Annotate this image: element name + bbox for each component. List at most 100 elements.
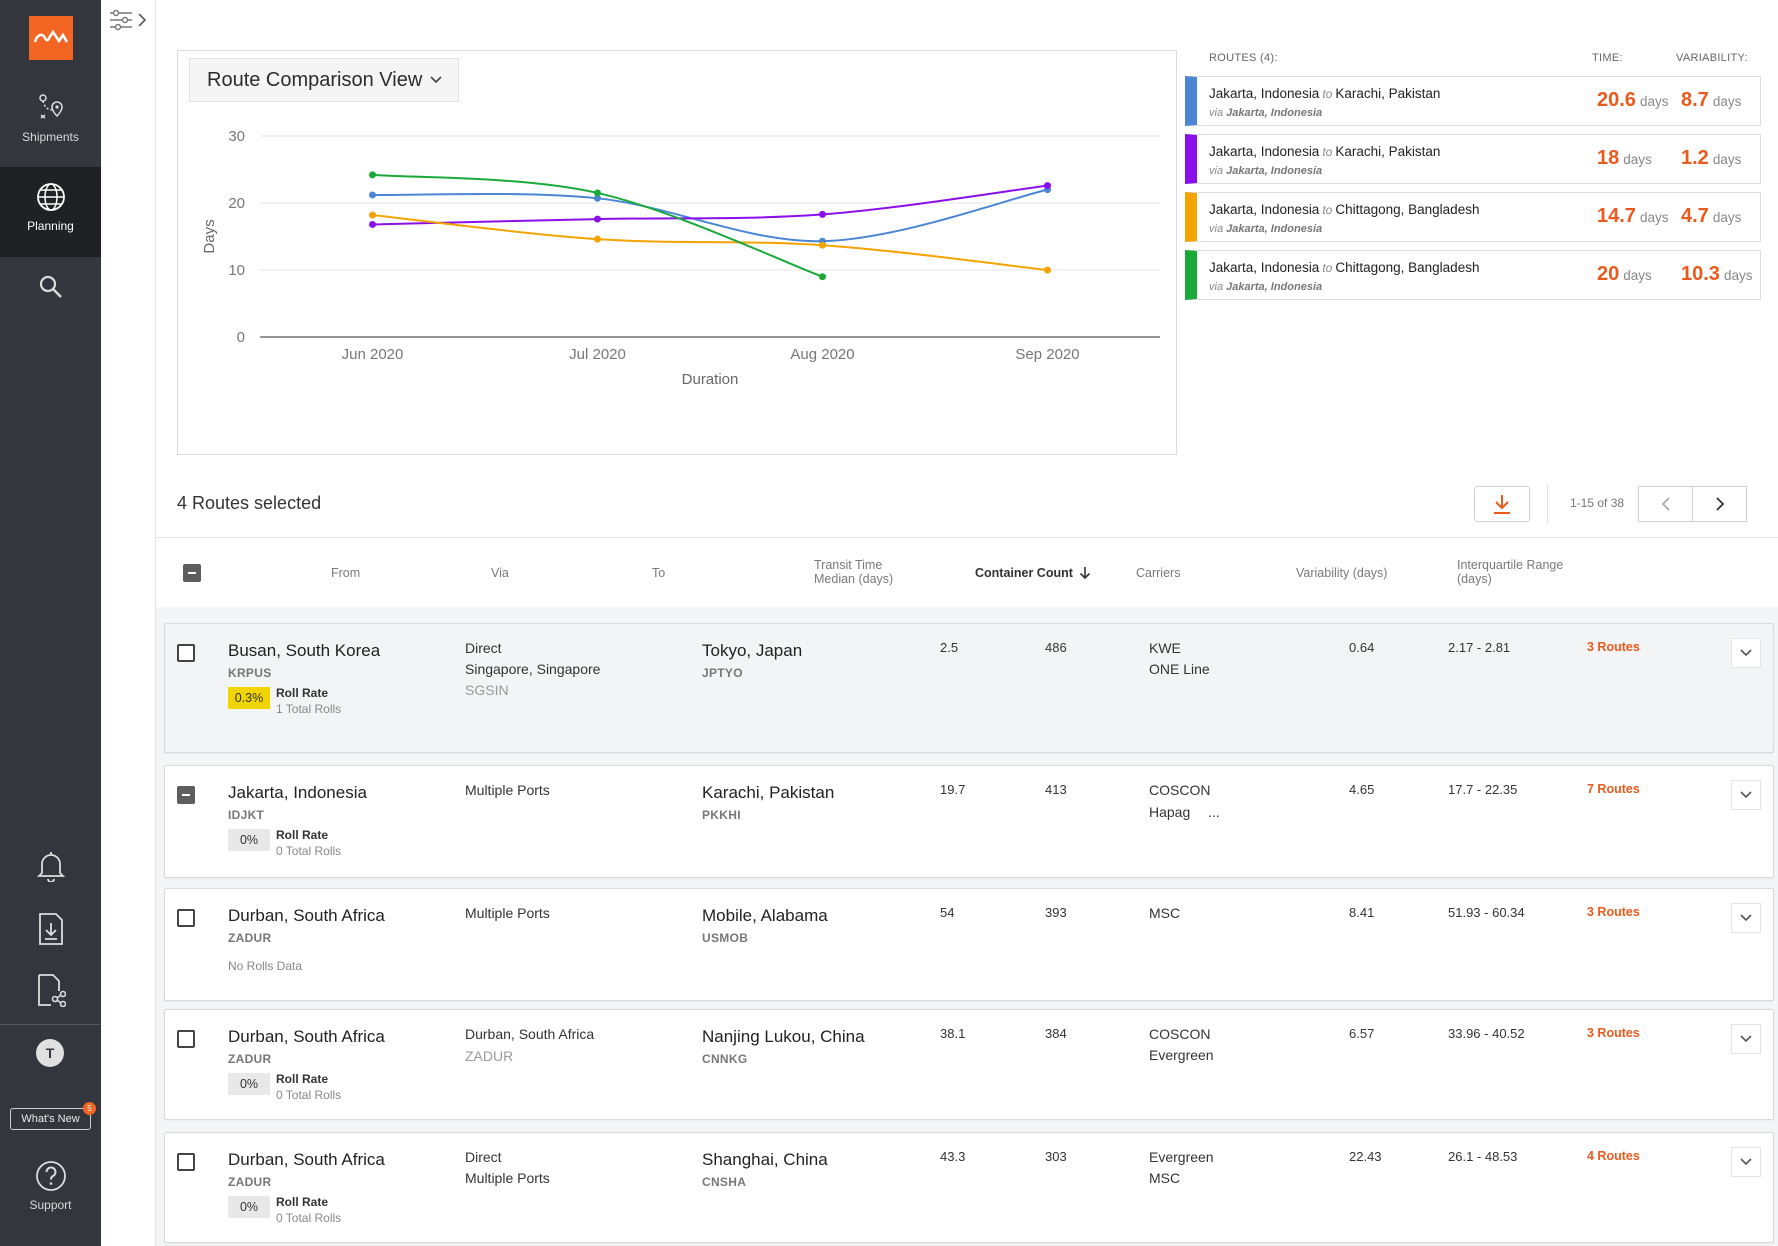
series-line (372, 214, 1048, 271)
routes-link[interactable]: 3 Routes (1587, 905, 1640, 919)
route-endpoints: Jakarta, Indonesia to Karachi, Pakistan (1209, 144, 1440, 159)
route-variability-value: 4.7 (1681, 205, 1709, 227)
route-variability: 1.2 days (1681, 147, 1741, 170)
transit-median: 38.1 (940, 1026, 966, 1041)
table-row[interactable]: Jakarta, Indonesia IDJKT 0% Roll Rate 0 … (164, 765, 1774, 878)
from-code: ZADUR (228, 1175, 272, 1189)
routes-link[interactable]: 4 Routes (1587, 1149, 1640, 1163)
row-expand-button[interactable] (1731, 638, 1761, 668)
data-point (594, 235, 601, 243)
data-point (1044, 266, 1051, 274)
col-iqr[interactable]: Interquartile Range (days) (1457, 558, 1563, 586)
nav-shipments[interactable]: Shipments (0, 92, 101, 152)
col-transit-line2: Median (days) (814, 572, 894, 586)
col-container-count[interactable]: Container Count (975, 566, 1091, 580)
carrier-2: Evergreen (1149, 1047, 1214, 1063)
nav-shared[interactable] (0, 973, 101, 1007)
table-row[interactable]: Durban, South Africa ZADUR 0% Roll Rate … (164, 1009, 1774, 1120)
to-code: USMOB (702, 931, 749, 945)
route-time: 18 days (1597, 147, 1652, 170)
to-code: CNSHA (702, 1175, 747, 1189)
route-card[interactable]: Jakarta, Indonesia to Karachi, Pakistan via… (1185, 134, 1761, 184)
x-tick-label: Jun 2020 (342, 346, 404, 363)
row-checkbox[interactable] (177, 644, 195, 662)
route-from: Jakarta, Indonesia (1209, 86, 1320, 101)
via-line1: Multiple Ports (465, 905, 550, 921)
sliders-icon (110, 9, 132, 31)
route-endpoints: Jakarta, Indonesia to Chittagong, Banglade… (1209, 202, 1479, 217)
route-from: Jakarta, Indonesia (1209, 144, 1320, 159)
x-axis-label: Duration (682, 371, 739, 388)
whats-new-label: What's New (21, 1113, 80, 1125)
route-variability: 10.3 days (1681, 263, 1752, 286)
nav-support[interactable]: Support (0, 1160, 101, 1212)
x-tick-label: Jul 2020 (569, 346, 626, 363)
route-via: via Jakarta, Indonesia (1209, 281, 1322, 293)
route-endpoints: Jakarta, Indonesia to Chittagong, Banglade… (1209, 260, 1479, 275)
col-from[interactable]: From (331, 566, 361, 580)
row-expand-button[interactable] (1731, 1024, 1761, 1054)
route-via-port: Jakarta, Indonesia (1226, 165, 1323, 177)
transit-median: 43.3 (940, 1149, 966, 1164)
route-endpoints: Jakarta, Indonesia to Karachi, Pakistan (1209, 86, 1440, 101)
from-code: IDJKT (228, 808, 265, 822)
share-file-icon (37, 974, 66, 1007)
route-card[interactable]: Jakarta, Indonesia to Chittagong, Banglade… (1185, 192, 1761, 242)
roll-rate-label: Roll Rate (276, 686, 329, 700)
next-page-button[interactable] (1692, 486, 1747, 522)
to-city: Karachi, Pakistan (702, 783, 835, 802)
container-count: 384 (1045, 1026, 1067, 1041)
row-checkbox[interactable] (177, 786, 195, 804)
row-checkbox[interactable] (177, 909, 195, 927)
total-rolls: 1 Total Rolls (276, 702, 342, 716)
route-variability-unit: days (1723, 268, 1753, 283)
filter-strip (101, 0, 156, 1246)
bell-icon (36, 852, 65, 882)
user-avatar[interactable]: T (36, 1039, 64, 1067)
col-variability[interactable]: Variability (days) (1296, 566, 1388, 580)
route-time-value: 20 (1597, 263, 1620, 285)
search-icon (39, 275, 62, 298)
col-to[interactable]: To (652, 566, 666, 580)
data-point (1044, 182, 1051, 190)
routes-link[interactable]: 7 Routes (1587, 782, 1640, 796)
nav-planning[interactable]: Planning (0, 167, 101, 257)
route-time: 20 days (1597, 263, 1652, 286)
nav-notifications[interactable] (0, 850, 101, 882)
nav-downloads[interactable] (0, 912, 101, 946)
col-carriers[interactable]: Carriers (1136, 566, 1181, 580)
nav-search[interactable] (0, 274, 101, 300)
chevron-down-icon (1740, 1158, 1752, 1166)
col-via[interactable]: Via (491, 566, 509, 580)
carriers-more[interactable]: ... (1208, 804, 1220, 820)
route-via-word: via (1209, 107, 1224, 119)
routes-link[interactable]: 3 Routes (1587, 640, 1640, 654)
row-expand-button[interactable] (1731, 780, 1761, 810)
route-variability-unit: days (1712, 152, 1742, 167)
data-point (594, 215, 601, 223)
row-expand-button[interactable] (1731, 903, 1761, 933)
row-expand-button[interactable] (1731, 1147, 1761, 1177)
app-logo[interactable] (29, 16, 73, 60)
view-selector-dropdown[interactable]: Route Comparison View (189, 58, 459, 102)
col-transit-time[interactable]: Transit Time Median (days) (814, 558, 893, 586)
route-time-unit: days (1639, 210, 1669, 225)
select-all-checkbox[interactable] (183, 564, 201, 582)
route-card[interactable]: Jakarta, Indonesia to Chittagong, Banglade… (1185, 250, 1761, 300)
table-row[interactable]: Busan, South Korea KRPUS 0.3% Roll Rate … (164, 623, 1774, 753)
table-row[interactable]: Durban, South Africa ZADUR 0% Roll Rate … (164, 1132, 1774, 1243)
route-via-word: via (1209, 281, 1224, 293)
table-row[interactable]: Durban, South Africa ZADUR No Rolls Data… (164, 888, 1774, 1001)
row-checkbox[interactable] (177, 1030, 195, 1048)
download-button[interactable] (1474, 486, 1530, 522)
filters-toggle[interactable] (109, 9, 147, 31)
row-checkbox[interactable] (177, 1153, 195, 1171)
iqr-value: 2.17 - 2.81 (1448, 640, 1511, 655)
route-line-chart: 0 10 20 30 Jun 2020 Jul 2020 Aug 2020 Sep 2020 D… (201, 128, 1160, 388)
route-card[interactable]: Jakarta, Indonesia to Karachi, Pakistan via… (1185, 76, 1761, 126)
routes-link[interactable]: 3 Routes (1587, 1026, 1640, 1040)
whats-new-button[interactable]: What's New 5 (10, 1102, 96, 1130)
variability-value: 8.41 (1349, 905, 1375, 920)
previous-page-button[interactable] (1638, 486, 1693, 522)
routes-panel-header: ROUTES (4): TIME: VARIABILITY: (1184, 50, 1762, 70)
